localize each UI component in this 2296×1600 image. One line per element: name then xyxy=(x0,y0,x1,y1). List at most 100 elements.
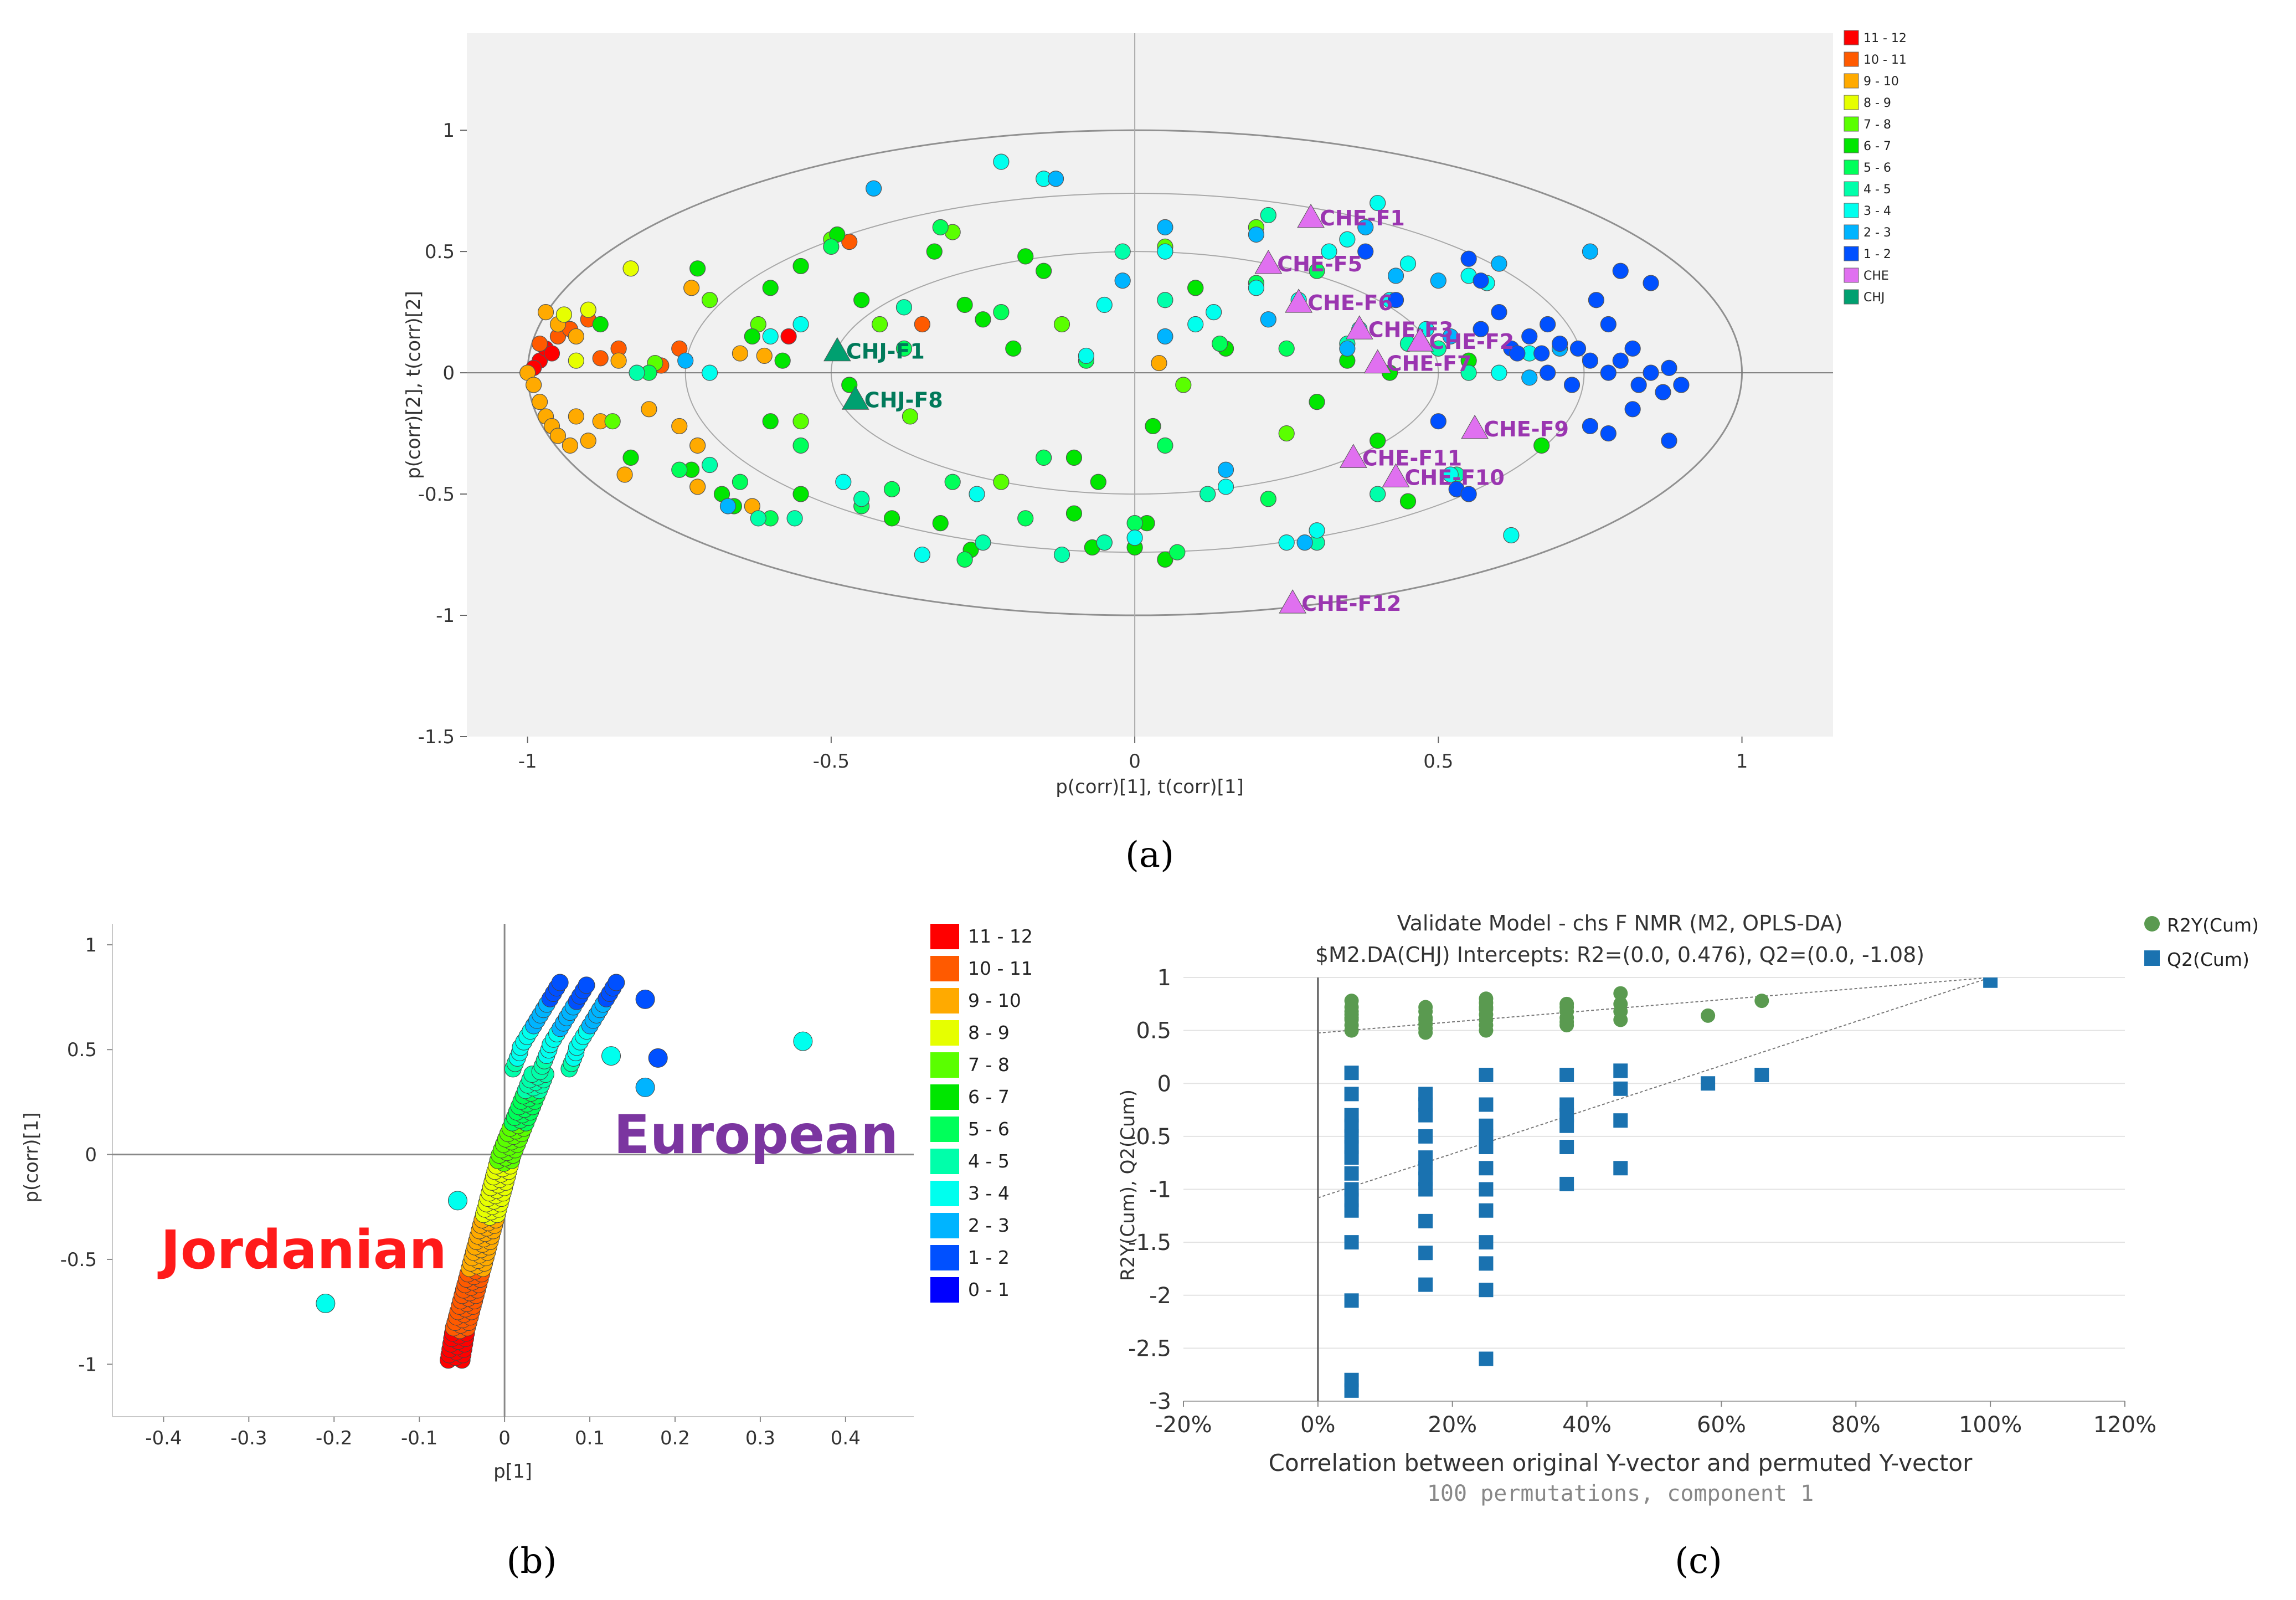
panel-b-legend-swatch xyxy=(930,1052,959,1078)
panel-a-point xyxy=(1630,377,1647,393)
panel-b-legend-swatch xyxy=(930,1117,959,1142)
panel-c-r2y-point xyxy=(1559,1018,1574,1033)
panel-a-legend-label: 2 - 3 xyxy=(1863,226,1891,240)
panel-a-x-label: p(corr)[1], t(corr)[1] xyxy=(1056,776,1244,798)
panel-a-legend-label: 9 - 10 xyxy=(1863,75,1899,89)
panel-a-point xyxy=(1175,377,1192,393)
panel-a-legend-swatch xyxy=(1844,30,1859,45)
panel-c-q2-point xyxy=(1613,1161,1628,1176)
panel-a-point xyxy=(1370,194,1386,212)
panel-a-point xyxy=(689,479,706,495)
panel-b-outlier-point xyxy=(635,1077,655,1097)
panel-c-q2-point xyxy=(1479,1129,1494,1144)
panel-a-point xyxy=(895,299,913,316)
panel-a-point xyxy=(762,280,779,296)
panel-c-y-tick-label: -2.5 xyxy=(1128,1336,1171,1361)
panel-a-sample-label: CHE-F5 xyxy=(1277,252,1362,276)
panel-a-legend-label: 10 - 11 xyxy=(1863,53,1907,67)
panel-a-point xyxy=(1521,369,1538,386)
panel-a-point xyxy=(1114,272,1131,289)
panel-a-legend-swatch xyxy=(1844,52,1859,67)
panel-a-point xyxy=(835,474,852,490)
panel-a-point xyxy=(1248,280,1264,296)
panel-a-sample-label: CHJ-F8 xyxy=(864,388,943,412)
panel-a-point xyxy=(914,316,930,333)
panel-c-q2-point xyxy=(1559,1140,1574,1154)
panel-a-point xyxy=(1430,413,1446,430)
panel-a-point xyxy=(1157,219,1173,235)
panel-b-legend-label: 9 - 10 xyxy=(968,990,1021,1011)
panel-a-point xyxy=(1460,486,1477,502)
panel-a-point xyxy=(1399,255,1417,272)
panel-a-point xyxy=(1157,551,1173,568)
panel-a-sample-marker xyxy=(1363,349,1392,374)
panel-a: CHE-F1CHE-F5CHE-F6CHE-F3CHE-F2CHE-F7CHE-… xyxy=(403,30,1907,876)
panel-a-points xyxy=(519,153,1690,568)
panel-c-q2-point xyxy=(1701,1076,1716,1091)
panel-c-y-tick-label: 0 xyxy=(1157,1071,1171,1097)
panel-c-x-tick-label: 0% xyxy=(1300,1412,1335,1438)
panel-a-point xyxy=(1260,311,1276,328)
panel-c-series-r2y xyxy=(1344,978,1998,1040)
panel-a-sample-label: CHE-F10 xyxy=(1405,465,1505,490)
panel-c-q2-point xyxy=(1613,1113,1628,1128)
panel-a-legend-swatch xyxy=(1844,73,1859,89)
panel-a-point xyxy=(1053,546,1070,563)
legend-r2y-marker xyxy=(2144,916,2160,932)
panel-a-point xyxy=(1643,364,1659,381)
panel-c-q2-point xyxy=(1479,1067,1494,1082)
panel-b-x-tick-label: 0.3 xyxy=(745,1427,775,1449)
panel-a-point xyxy=(1157,328,1173,345)
panel-b-legend-label: 7 - 8 xyxy=(968,1054,1010,1076)
panel-a-y-tick-label: 0.5 xyxy=(425,241,455,263)
panel-a-legend-swatch xyxy=(1844,95,1859,110)
panel-a-x-tick-label: 0.5 xyxy=(1423,750,1453,773)
panel-c-q2-point xyxy=(1613,1081,1628,1096)
panel-a-point xyxy=(975,311,991,328)
panel-c-r2y-point xyxy=(1344,1010,1359,1025)
panel-a-point xyxy=(1624,340,1641,357)
panel-a-point xyxy=(792,437,809,454)
panel-a-point xyxy=(1582,243,1599,260)
panel-a-point xyxy=(1569,340,1587,357)
panel-a-legend-label: 8 - 9 xyxy=(1863,96,1891,110)
panel-a-point xyxy=(1387,292,1404,308)
panel-c-q2-point xyxy=(1418,1129,1433,1144)
panel-a-point xyxy=(1473,321,1489,337)
panel-a-sample-label: CHE-F6 xyxy=(1307,291,1393,315)
panel-c-y-label: R2Y(Cum), Q2(Cum) xyxy=(1117,1089,1139,1281)
panel-a-plot-area xyxy=(467,33,1833,737)
legend-q2-marker xyxy=(2144,950,2160,966)
panel-c-series-q2 xyxy=(1344,978,1998,1398)
panel-a-point xyxy=(1114,243,1131,260)
panel-a-point xyxy=(568,408,584,425)
panel-b-x-tick-label: 0 xyxy=(498,1427,511,1449)
panel-a-point xyxy=(689,437,706,454)
panel-a-point xyxy=(1387,267,1404,284)
panel-a-point xyxy=(1211,335,1228,352)
panel-a-point xyxy=(1600,425,1617,442)
panel-b-x-tick-label: 0.2 xyxy=(660,1427,690,1449)
panel-a-point xyxy=(1047,171,1064,187)
panel-b-legend-swatch xyxy=(930,1084,959,1110)
panel-b-y-tick-label: -0.5 xyxy=(60,1249,97,1271)
panel-a-point xyxy=(592,316,609,333)
panel-a-y-tick-label: -0.5 xyxy=(418,483,455,506)
panel-a-point xyxy=(1078,347,1094,364)
panel-a-point xyxy=(543,345,560,362)
panel-b-legend-label: 2 - 3 xyxy=(968,1215,1010,1236)
panel-c-r2y-point xyxy=(1418,1012,1433,1027)
panel-c-r2y-point xyxy=(1418,1025,1433,1040)
panel-a-point xyxy=(1491,304,1507,321)
panel-a-point xyxy=(944,474,961,490)
panel-b-legend-label: 3 - 4 xyxy=(968,1182,1010,1204)
panel-c-r2y-point xyxy=(1701,1008,1716,1023)
panel-c-x-tick-label: 60% xyxy=(1697,1412,1746,1438)
panel-a-point xyxy=(1278,340,1295,357)
panel-c-gridlines xyxy=(1183,977,2125,1402)
panel-a-point xyxy=(1509,345,1526,362)
panel-a-point xyxy=(1217,461,1234,478)
panel-a-sample-label: CHE-F11 xyxy=(1362,446,1462,470)
panel-c-r2y-point xyxy=(1479,1000,1494,1015)
panel-c-q2-point xyxy=(1344,1235,1359,1250)
